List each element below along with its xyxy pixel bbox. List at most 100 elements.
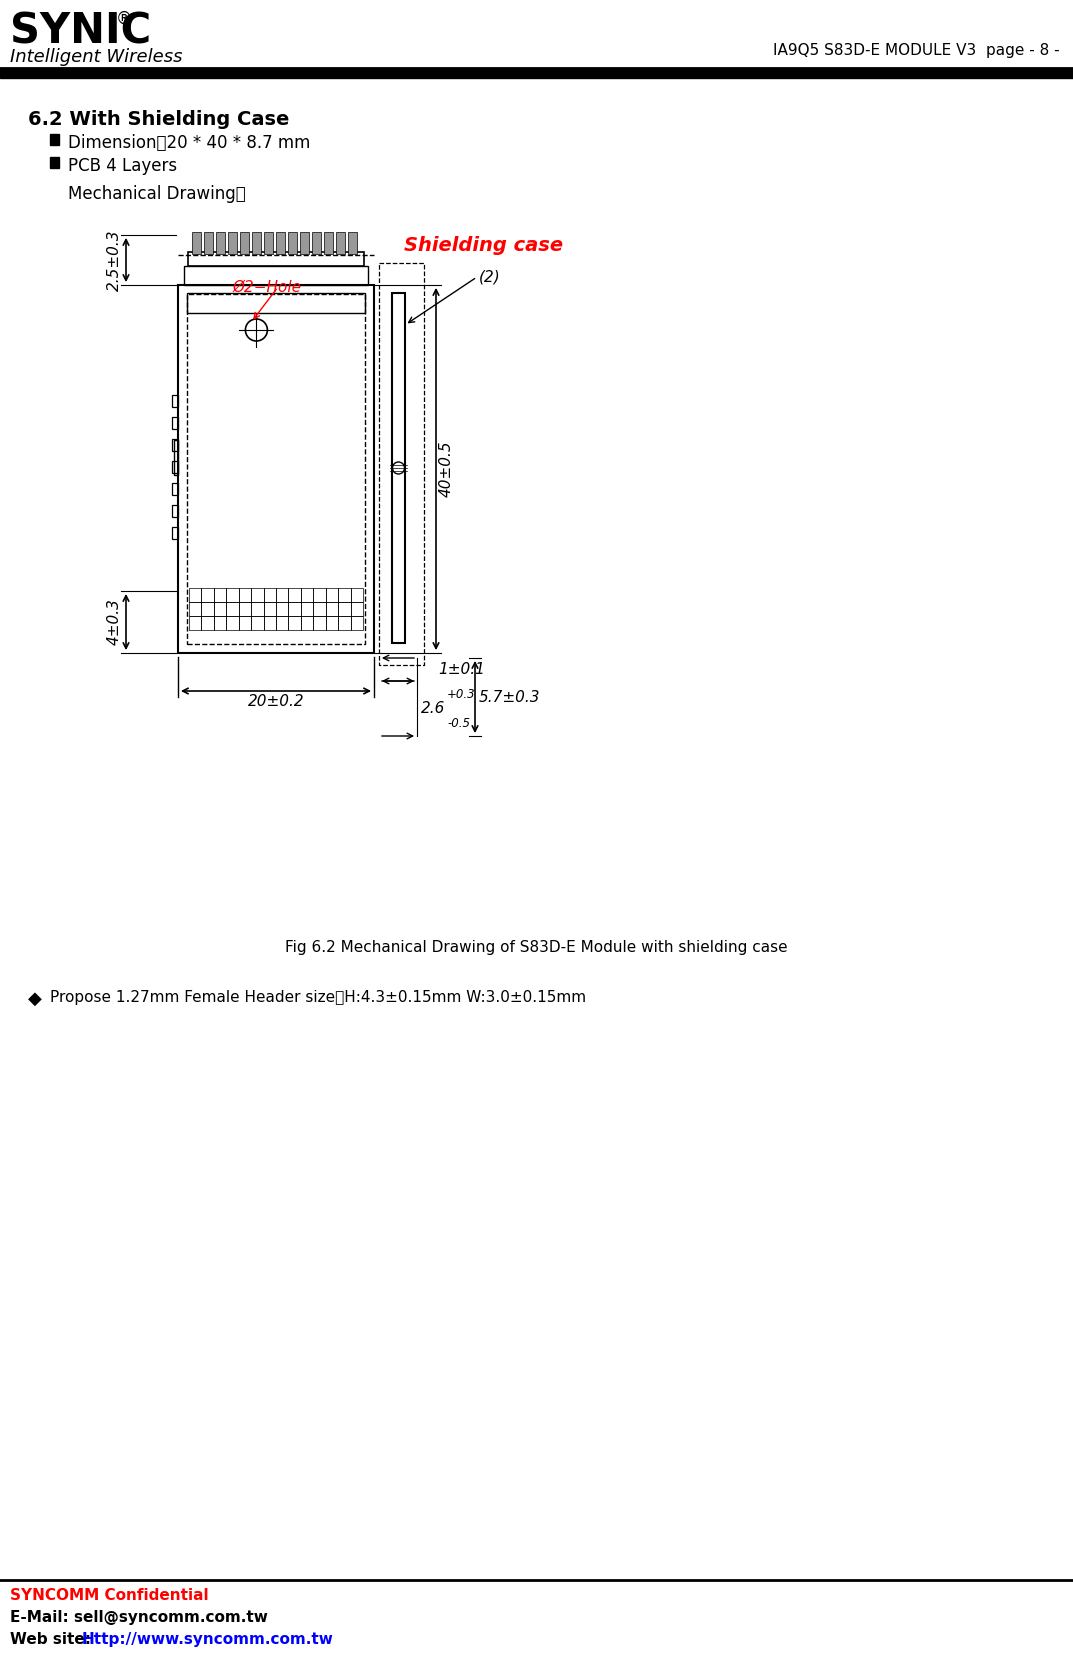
Bar [264,588,276,602]
Bar [326,588,338,602]
Bar [351,602,363,617]
Bar [172,440,178,451]
Bar [326,617,338,630]
Bar [214,617,226,630]
Text: 2.6: 2.6 [421,701,445,716]
Text: ◆: ◆ [28,990,42,1008]
Text: Shielding case: Shielding case [405,235,563,255]
Bar [289,617,300,630]
Bar [264,617,276,630]
Bar [189,602,202,617]
Bar [172,461,178,473]
Bar [238,602,251,617]
Bar [189,617,202,630]
Text: PCB 4 Layers: PCB 4 Layers [68,157,177,175]
Bar [276,231,285,255]
Text: Http://www.syncomm.com.tw: Http://www.syncomm.com.tw [82,1632,334,1646]
Bar [300,602,313,617]
Text: 40±0.5: 40±0.5 [439,441,454,498]
Bar [300,617,313,630]
Text: SYNCOMM Confidential: SYNCOMM Confidential [10,1589,208,1603]
Bar [226,602,238,617]
Text: 1±0.1: 1±0.1 [439,661,485,678]
Bar [251,602,264,617]
Bar [289,588,300,602]
Bar [226,588,238,602]
Bar [192,231,201,255]
Bar [348,231,357,255]
Text: Mechanical Drawing：: Mechanical Drawing： [68,185,246,203]
Bar [187,293,365,312]
Bar [289,602,300,617]
Bar [313,617,326,630]
Text: 2.5±0.3: 2.5±0.3 [107,230,122,291]
Bar [238,588,251,602]
Bar [276,588,289,602]
Text: E-Mail: sell@syncomm.com.tw: E-Mail: sell@syncomm.com.tw [10,1610,268,1625]
Bar [0,68,1073,78]
Text: Ø2−Hole: Ø2−Hole [233,279,302,294]
Bar [312,231,321,255]
Bar [276,602,289,617]
Bar [338,588,351,602]
Bar [189,588,202,602]
Bar [238,617,251,630]
Bar [172,417,178,430]
Bar [178,284,374,653]
Bar [288,231,297,255]
Bar [214,602,226,617]
Text: Dimension：20 * 40 * 8.7 mm: Dimension：20 * 40 * 8.7 mm [68,134,310,152]
Bar [392,293,405,643]
Bar [313,588,326,602]
Text: 5.7±0.3: 5.7±0.3 [479,689,541,704]
Bar [216,231,225,255]
Text: Web site:: Web site: [10,1632,97,1646]
Text: Intelligent Wireless: Intelligent Wireless [10,48,182,66]
Bar [226,617,238,630]
Text: IA9Q5 S83D-E MODULE V3  page - 8 -: IA9Q5 S83D-E MODULE V3 page - 8 - [774,43,1060,58]
Bar [300,231,309,255]
Bar [202,617,214,630]
Bar [172,506,178,517]
Text: 4±0.3: 4±0.3 [107,598,122,645]
Bar [50,157,59,169]
Bar [338,602,351,617]
Bar [240,231,249,255]
Text: ®: ® [116,10,132,28]
Bar [188,251,364,266]
Bar [174,440,178,474]
Bar [227,231,237,255]
Bar [183,266,368,284]
Bar [264,602,276,617]
Bar [336,231,346,255]
Bar [172,483,178,494]
Bar [251,617,264,630]
Bar [264,231,273,255]
Text: Fig 6.2 Mechanical Drawing of S83D-E Module with shielding case: Fig 6.2 Mechanical Drawing of S83D-E Mod… [284,941,788,955]
Bar [351,617,363,630]
Text: Propose 1.27mm Female Header size：H:4.3±0.15mm W:3.0±0.15mm: Propose 1.27mm Female Header size：H:4.3±… [50,990,586,1005]
Bar [202,588,214,602]
Bar [172,527,178,539]
Bar [300,588,313,602]
Text: SYNIC: SYNIC [10,10,151,51]
Bar [187,294,365,645]
Bar [251,588,264,602]
Bar [50,134,59,145]
Bar [172,395,178,407]
Bar [326,602,338,617]
Text: (2): (2) [479,269,501,284]
Text: 20±0.2: 20±0.2 [248,694,305,709]
Text: 6.2 With Shielding Case: 6.2 With Shielding Case [28,111,290,129]
Bar [338,617,351,630]
Bar [202,602,214,617]
Text: -0.5: -0.5 [447,716,470,729]
Bar [214,588,226,602]
Bar [324,231,333,255]
Bar [276,617,289,630]
Bar [252,231,261,255]
Bar [351,588,363,602]
Bar [204,231,214,255]
Bar [313,602,326,617]
Text: +0.3: +0.3 [447,688,475,701]
